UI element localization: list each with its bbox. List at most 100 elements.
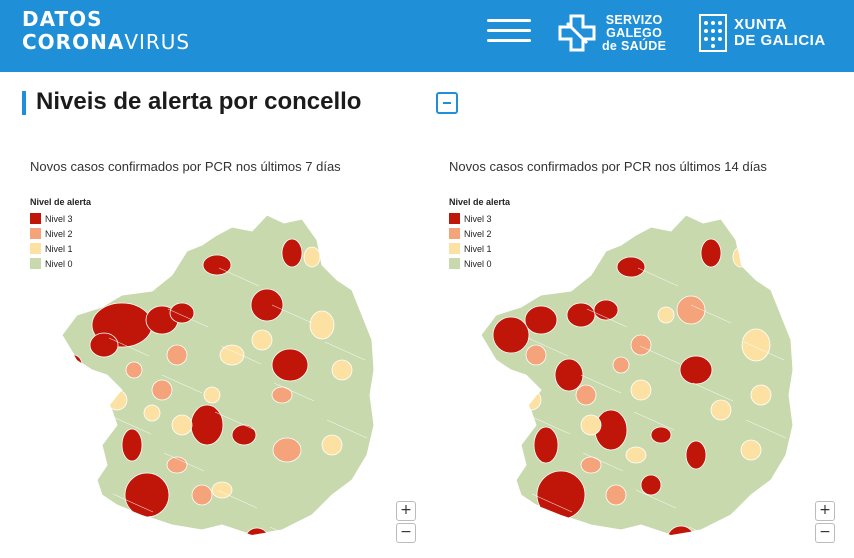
municipality-area[interactable]: [106, 389, 128, 411]
municipality-area[interactable]: [90, 416, 104, 434]
zoom-out-button[interactable]: −: [815, 523, 835, 543]
municipality-area[interactable]: [166, 456, 188, 474]
municipality-area[interactable]: [202, 254, 232, 276]
map-legend: Nivel de alerta Nivel 3 Nivel 2 Nivel 1 …: [449, 197, 510, 271]
municipality-area[interactable]: [616, 256, 646, 278]
municipality-area[interactable]: [271, 348, 309, 382]
municipality-area[interactable]: [630, 379, 652, 401]
map-title: Novos casos confirmados por PCR nos últi…: [449, 159, 767, 174]
municipality-area[interactable]: [506, 416, 520, 434]
municipality-area[interactable]: [580, 414, 602, 436]
municipality-area[interactable]: [679, 355, 713, 385]
municipality-area[interactable]: [331, 359, 353, 381]
municipality-area[interactable]: [124, 472, 170, 518]
municipal-boundary: [533, 271, 575, 291]
municipality-area[interactable]: [580, 456, 602, 474]
municipality-area[interactable]: [710, 399, 732, 421]
municipality-area[interactable]: [519, 518, 533, 532]
municipality-area[interactable]: [191, 484, 213, 506]
municipality-area[interactable]: [272, 437, 302, 463]
galicia-outline: [480, 214, 794, 536]
collapse-button[interactable]: [436, 92, 458, 114]
municipality-area[interactable]: [700, 238, 722, 268]
legend-title: Nivel de alerta: [30, 197, 92, 207]
municipal-boundary: [635, 489, 677, 509]
municipality-area[interactable]: [303, 246, 321, 268]
municipality-area[interactable]: [121, 428, 143, 462]
municipality-area[interactable]: [666, 525, 696, 554]
municipal-boundary: [271, 304, 313, 324]
municipality-area[interactable]: [524, 305, 558, 335]
municipality-area[interactable]: [89, 332, 119, 358]
municipality-area[interactable]: [281, 238, 303, 268]
municipality-area[interactable]: [166, 344, 188, 366]
municipality-area[interactable]: [169, 302, 195, 324]
municipal-boundary: [639, 345, 681, 365]
municipality-area[interactable]: [750, 384, 772, 406]
brand-title: DATOS: [22, 7, 103, 31]
municipal-boundary: [688, 526, 730, 535]
zoom-in-button[interactable]: +: [815, 501, 835, 521]
municipality-area[interactable]: [244, 527, 270, 552]
municipal-boundary: [167, 308, 209, 328]
municipality-area[interactable]: [321, 434, 343, 456]
municipality-area[interactable]: [105, 513, 123, 527]
municipality-area[interactable]: [203, 386, 221, 404]
municipality-area[interactable]: [554, 358, 584, 392]
municipality-area[interactable]: [271, 386, 293, 404]
sgs-cross-icon: [558, 14, 596, 52]
municipality-area[interactable]: [650, 426, 672, 444]
galicia-choropleth-map[interactable]: [441, 195, 841, 555]
municipality-area[interactable]: [575, 384, 597, 406]
municipality-area[interactable]: [605, 484, 627, 506]
map-panel-14-days: Novos casos confirmados por PCR nos últi…: [441, 155, 841, 555]
municipal-boundary: [745, 419, 787, 439]
municipal-boundary: [165, 530, 207, 535]
municipality-area[interactable]: [630, 334, 652, 356]
galicia-choropleth-map[interactable]: [22, 195, 422, 555]
municipality-area[interactable]: [349, 502, 374, 528]
municipality-area[interactable]: [251, 329, 273, 351]
municipality-area[interactable]: [625, 446, 647, 464]
hamburger-menu-icon[interactable]: [487, 17, 531, 45]
municipality-area[interactable]: [143, 404, 161, 422]
municipal-boundary: [586, 308, 628, 328]
municipality-area[interactable]: [640, 474, 662, 496]
municipality-area[interactable]: [492, 316, 530, 354]
municipality-area[interactable]: [190, 404, 224, 446]
municipality-area[interactable]: [151, 379, 173, 401]
municipality-area[interactable]: [231, 424, 257, 446]
xunta-galicia-logo[interactable]: XUNTA DE GALICIA: [698, 12, 826, 54]
municipality-area[interactable]: [211, 481, 233, 499]
municipality-area[interactable]: [525, 344, 547, 366]
municipality-area[interactable]: [219, 344, 245, 366]
municipality-area[interactable]: [768, 502, 793, 528]
municipality-area[interactable]: [171, 414, 193, 436]
municipality-area[interactable]: [125, 361, 143, 379]
municipality-area[interactable]: [536, 470, 586, 520]
municipality-area[interactable]: [485, 296, 507, 314]
municipality-area[interactable]: [533, 426, 559, 464]
municipality-area[interactable]: [685, 440, 707, 470]
municipality-area[interactable]: [250, 288, 284, 322]
municipality-area[interactable]: [593, 299, 619, 321]
legend-item-nivel-1: Nivel 1: [449, 241, 510, 256]
municipality-area[interactable]: [740, 439, 762, 461]
municipality-area[interactable]: [741, 328, 771, 362]
zoom-in-button[interactable]: +: [396, 501, 416, 521]
municipality-area[interactable]: [676, 295, 706, 325]
municipality-area[interactable]: [65, 354, 83, 376]
sgs-line2: GALEGO: [606, 25, 663, 40]
municipality-area[interactable]: [309, 310, 335, 340]
datos-coronavirus-logo[interactable]: DATOS CORONAVIRUS: [22, 8, 190, 54]
municipality-area[interactable]: [566, 302, 596, 328]
zoom-out-button[interactable]: −: [396, 523, 416, 543]
servizo-galego-saude-logo[interactable]: SERVIZO GALEGO de SAÚDE: [558, 12, 666, 54]
municipal-boundary: [108, 337, 150, 357]
municipality-area[interactable]: [612, 356, 630, 374]
legend-swatch: [30, 213, 41, 224]
municipality-area[interactable]: [657, 306, 675, 324]
xunta-line2: DE GALICIA: [734, 32, 826, 49]
municipal-boundary: [269, 526, 311, 535]
header-bar: DATOS CORONAVIRUS SERVIZO GALEGO de SAÚD…: [0, 0, 854, 72]
